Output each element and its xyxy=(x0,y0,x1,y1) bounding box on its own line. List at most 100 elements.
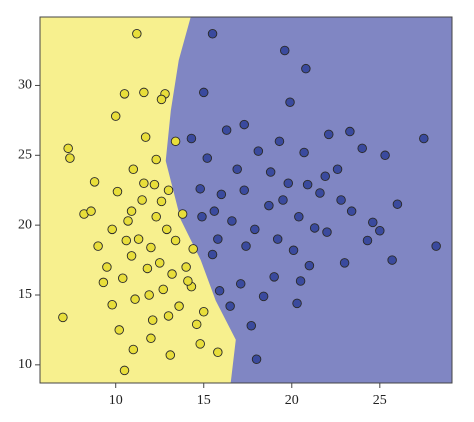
point xyxy=(309,223,320,233)
point xyxy=(207,249,218,260)
point xyxy=(118,273,128,283)
point xyxy=(165,350,176,360)
point xyxy=(357,143,367,154)
point xyxy=(387,255,397,265)
point xyxy=(139,87,149,98)
point xyxy=(345,126,355,137)
point xyxy=(339,258,350,268)
point xyxy=(133,234,144,244)
point xyxy=(123,216,133,226)
point xyxy=(239,185,249,195)
x-tick-label: 25 xyxy=(373,393,387,408)
point xyxy=(279,45,290,56)
point xyxy=(299,147,309,158)
region-right xyxy=(165,17,452,383)
point xyxy=(213,234,223,244)
point xyxy=(137,195,147,205)
point xyxy=(156,196,167,207)
point xyxy=(272,234,283,244)
point xyxy=(302,179,313,190)
point xyxy=(144,290,154,300)
point xyxy=(294,212,304,222)
point xyxy=(130,294,140,304)
point xyxy=(132,29,142,39)
point xyxy=(292,298,302,309)
point xyxy=(336,195,346,205)
point xyxy=(246,320,257,331)
point xyxy=(324,129,334,140)
point xyxy=(295,276,306,286)
point xyxy=(209,206,220,216)
point xyxy=(146,242,156,253)
point xyxy=(214,286,225,296)
point xyxy=(253,146,264,156)
point xyxy=(197,212,207,222)
point xyxy=(119,89,130,99)
point xyxy=(250,224,260,235)
point xyxy=(227,216,237,226)
point xyxy=(304,260,315,271)
point xyxy=(156,94,167,105)
point xyxy=(110,111,121,121)
point xyxy=(225,301,235,311)
point xyxy=(198,87,209,98)
point xyxy=(241,241,251,251)
point xyxy=(140,132,151,142)
x-tick-label: 15 xyxy=(197,393,211,408)
point xyxy=(195,339,205,349)
point xyxy=(154,258,165,268)
x-tick-label: 10 xyxy=(109,393,123,408)
point xyxy=(265,167,276,177)
point xyxy=(221,125,232,135)
point xyxy=(362,235,373,246)
point xyxy=(332,164,343,175)
point xyxy=(183,276,193,286)
point xyxy=(213,347,223,358)
plot-frame xyxy=(39,16,453,384)
point xyxy=(102,262,112,272)
point xyxy=(207,29,218,39)
point xyxy=(191,319,202,330)
point xyxy=(188,244,198,254)
point xyxy=(283,178,294,188)
point xyxy=(128,164,139,175)
point xyxy=(195,184,205,194)
point xyxy=(368,217,378,228)
point xyxy=(126,206,137,216)
point xyxy=(65,153,75,163)
point xyxy=(139,178,149,188)
point xyxy=(278,195,288,205)
point xyxy=(170,235,181,246)
point xyxy=(126,251,137,261)
point xyxy=(93,241,103,251)
point xyxy=(285,97,295,107)
point xyxy=(158,284,168,295)
point xyxy=(162,224,172,235)
y-tick-label: 25 xyxy=(18,148,32,163)
point xyxy=(419,133,429,144)
point xyxy=(198,307,209,317)
point xyxy=(232,164,242,175)
point xyxy=(163,185,174,195)
x-tick-label: 20 xyxy=(285,393,299,408)
point xyxy=(288,245,299,256)
point xyxy=(119,365,130,376)
point xyxy=(181,262,191,272)
point xyxy=(392,199,403,209)
point xyxy=(346,206,357,216)
point xyxy=(186,133,197,144)
point xyxy=(235,279,246,289)
point xyxy=(107,224,117,235)
point xyxy=(86,206,96,216)
point xyxy=(167,269,177,279)
point xyxy=(258,291,269,302)
point xyxy=(320,171,330,182)
point xyxy=(375,225,385,236)
point xyxy=(114,325,124,335)
point xyxy=(58,312,68,323)
point xyxy=(274,136,285,147)
y-tick-label: 10 xyxy=(18,357,32,372)
point xyxy=(147,315,158,325)
point xyxy=(264,200,274,211)
